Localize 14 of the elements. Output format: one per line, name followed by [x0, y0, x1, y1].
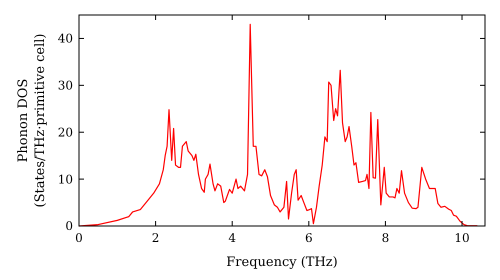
x-tick-label: 8	[382, 231, 390, 245]
x-tick-label: 4	[228, 231, 236, 245]
y-tick-label: 40	[58, 32, 73, 46]
x-tick-label: 10	[454, 231, 470, 245]
x-tick-label: 6	[304, 231, 313, 245]
y-tick-label: 10	[58, 172, 73, 186]
x-axis-title: Frequency (THz)	[226, 255, 338, 270]
y-tick-label: 20	[58, 125, 73, 140]
y-tick-label: 30	[58, 78, 73, 93]
y-axis-title: Phonon DOS (States/THz·primitive cell)	[16, 33, 48, 208]
x-tick-label: 0	[75, 231, 83, 245]
line-series	[78, 24, 478, 227]
x-tick-label: 2	[152, 231, 160, 245]
y-tick-label: 0	[65, 219, 73, 234]
